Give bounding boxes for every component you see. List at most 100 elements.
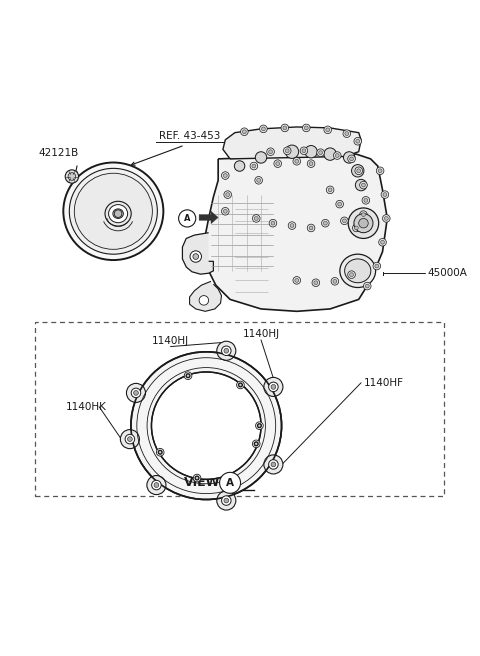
Circle shape: [324, 148, 336, 160]
Circle shape: [305, 146, 317, 158]
Circle shape: [65, 170, 79, 183]
Circle shape: [252, 164, 256, 168]
Circle shape: [281, 124, 288, 132]
Circle shape: [344, 152, 355, 163]
Circle shape: [237, 381, 244, 389]
Circle shape: [381, 240, 384, 244]
PathPatch shape: [204, 154, 387, 312]
Circle shape: [384, 216, 388, 220]
Circle shape: [290, 224, 294, 228]
Circle shape: [361, 183, 365, 187]
Text: A: A: [184, 214, 191, 223]
Circle shape: [383, 215, 390, 222]
Circle shape: [349, 157, 353, 161]
Circle shape: [302, 149, 306, 153]
Circle shape: [379, 238, 386, 246]
Circle shape: [336, 200, 344, 208]
Circle shape: [262, 127, 265, 131]
Circle shape: [217, 341, 236, 360]
Circle shape: [351, 165, 364, 177]
Ellipse shape: [113, 209, 123, 218]
Circle shape: [242, 130, 246, 134]
Ellipse shape: [63, 163, 163, 260]
Circle shape: [152, 480, 161, 490]
Circle shape: [304, 126, 308, 130]
Circle shape: [349, 273, 353, 277]
Circle shape: [307, 160, 315, 167]
Circle shape: [271, 221, 275, 225]
Circle shape: [326, 128, 330, 132]
Circle shape: [226, 193, 229, 197]
Ellipse shape: [152, 372, 261, 480]
Text: VIEW: VIEW: [184, 476, 220, 489]
Circle shape: [309, 226, 313, 230]
Text: 42121B: 42121B: [38, 148, 79, 157]
Circle shape: [312, 279, 320, 287]
Circle shape: [283, 147, 291, 155]
FancyBboxPatch shape: [35, 322, 444, 496]
Circle shape: [267, 148, 275, 155]
Circle shape: [264, 377, 283, 396]
Circle shape: [224, 191, 231, 198]
Text: 1140HJ: 1140HJ: [152, 336, 189, 346]
Circle shape: [309, 162, 313, 165]
Text: 1140HF: 1140HF: [363, 378, 404, 388]
Circle shape: [193, 254, 199, 259]
Circle shape: [156, 449, 164, 456]
Circle shape: [223, 174, 227, 178]
Circle shape: [378, 169, 382, 173]
Circle shape: [293, 157, 300, 165]
Circle shape: [255, 422, 263, 430]
Circle shape: [147, 476, 166, 495]
Text: A: A: [226, 478, 234, 488]
Circle shape: [334, 152, 341, 159]
Circle shape: [128, 437, 132, 441]
Circle shape: [254, 216, 258, 220]
Circle shape: [361, 213, 365, 216]
PathPatch shape: [190, 281, 221, 312]
Circle shape: [222, 346, 231, 356]
Circle shape: [131, 388, 141, 398]
Circle shape: [383, 193, 387, 197]
Circle shape: [343, 219, 346, 223]
Circle shape: [126, 383, 145, 402]
Ellipse shape: [74, 173, 152, 249]
Circle shape: [307, 224, 315, 232]
Circle shape: [219, 472, 240, 493]
Circle shape: [274, 160, 281, 167]
Circle shape: [269, 219, 277, 227]
Ellipse shape: [345, 259, 371, 283]
Circle shape: [276, 162, 280, 165]
Circle shape: [257, 424, 261, 428]
Circle shape: [336, 154, 339, 157]
Circle shape: [260, 125, 267, 133]
Circle shape: [365, 284, 369, 288]
Circle shape: [285, 149, 289, 153]
Circle shape: [283, 126, 287, 130]
Circle shape: [314, 281, 318, 285]
Circle shape: [356, 139, 360, 143]
Circle shape: [326, 186, 334, 194]
Circle shape: [331, 277, 339, 285]
Circle shape: [359, 218, 368, 228]
Circle shape: [240, 128, 248, 136]
Circle shape: [333, 279, 337, 283]
Circle shape: [355, 179, 367, 191]
Circle shape: [269, 382, 278, 392]
Circle shape: [352, 224, 360, 232]
Circle shape: [224, 348, 228, 353]
Circle shape: [195, 476, 199, 480]
Circle shape: [324, 126, 332, 134]
Circle shape: [364, 198, 368, 202]
Circle shape: [285, 145, 299, 158]
PathPatch shape: [223, 127, 361, 159]
Circle shape: [324, 221, 327, 225]
Circle shape: [186, 374, 190, 378]
Circle shape: [345, 132, 348, 136]
Circle shape: [190, 251, 202, 262]
Circle shape: [120, 430, 139, 449]
Circle shape: [133, 390, 138, 396]
Circle shape: [257, 178, 261, 182]
Ellipse shape: [105, 201, 131, 226]
Circle shape: [224, 498, 228, 503]
